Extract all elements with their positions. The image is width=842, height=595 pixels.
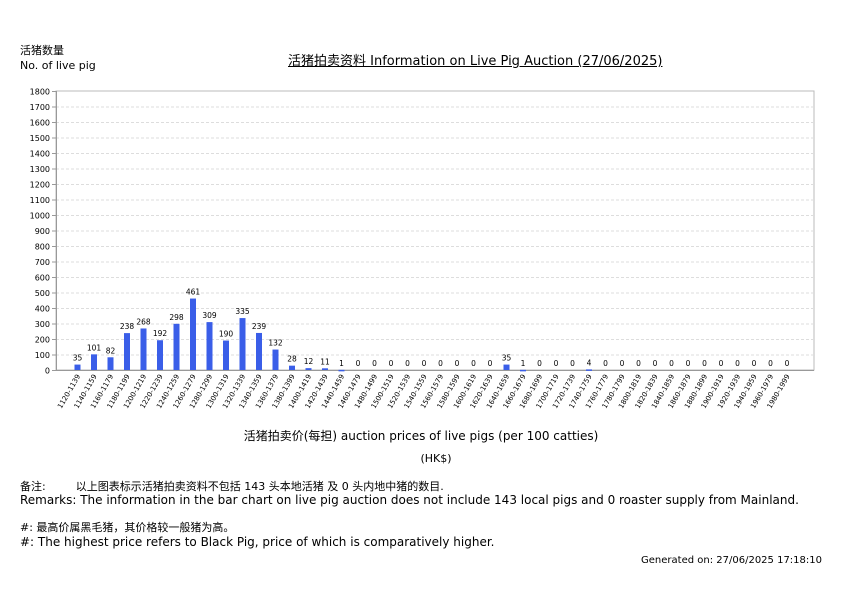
note-en: #: The highest price refers to Black Pig…	[20, 535, 495, 549]
y-tick-label: 1700	[30, 103, 50, 112]
bar-value-label: 0	[488, 359, 493, 368]
bar	[503, 364, 510, 370]
bar	[305, 368, 312, 370]
bar-value-label: 0	[752, 359, 757, 368]
bar	[124, 333, 130, 370]
bar-value-label: 0	[422, 359, 427, 368]
bar-value-label: 268	[136, 317, 151, 326]
y-tick-label: 600	[35, 274, 50, 283]
x-axis-label: 活猪拍卖价(每担) auction prices of live pigs (p…	[243, 429, 599, 443]
bar-chart: 0100200300400500600700800900100011001200…	[30, 88, 815, 410]
remarks-cn: 备注: 以上图表标示活猪拍卖资料不包括 143 头本地活猪 及 0 头内地中猪的数…	[20, 478, 444, 494]
y-tick-label: 1500	[30, 134, 50, 143]
y-tick-label: 1000	[30, 212, 50, 221]
bar-value-label: 335	[235, 307, 250, 316]
bar-value-label: 0	[570, 359, 575, 368]
bar	[223, 340, 229, 370]
y-tick-label: 800	[35, 243, 50, 252]
bar-value-label: 0	[554, 359, 559, 368]
bar	[173, 323, 180, 370]
bar-value-label: 0	[405, 359, 410, 368]
plot-area	[55, 90, 815, 371]
bar	[74, 364, 81, 370]
bar-value-label: 0	[603, 359, 608, 368]
bar	[289, 365, 295, 370]
bar-value-label: 0	[653, 359, 658, 368]
x-axis-unit: (HK$)	[420, 452, 452, 465]
bar-value-label: 0	[372, 359, 377, 368]
y-tick-label: 0	[45, 367, 50, 376]
y-tick-label: 700	[35, 258, 50, 267]
generated-timestamp: Generated on: 27/06/2025 17:18:10	[641, 555, 822, 566]
bar	[338, 369, 345, 372]
bar-value-label: 28	[287, 355, 297, 364]
bar-value-label: 192	[153, 329, 168, 338]
bar-value-label: 298	[169, 313, 184, 322]
bar	[272, 349, 279, 370]
bar-value-label: 239	[252, 322, 267, 331]
bar	[256, 332, 262, 370]
bar	[190, 298, 196, 370]
bar-value-label: 309	[202, 311, 217, 320]
bar-value-label: 0	[719, 359, 724, 368]
bar-value-label: 0	[686, 359, 691, 368]
bar-value-label: 82	[106, 346, 116, 355]
bar-value-label: 0	[785, 359, 790, 368]
remarks-cn-text: 以上图表标示活猪拍卖资料不包括 143 头本地活猪 及 0 头内地中猪的数目.	[75, 480, 444, 493]
y-tick-label: 400	[35, 305, 50, 314]
bar	[206, 322, 213, 370]
bar-value-label: 1	[339, 359, 344, 368]
bar-value-label: 0	[537, 359, 542, 368]
bar-value-label: 0	[702, 359, 707, 368]
bar-value-label: 190	[219, 330, 234, 339]
y-tick-label: 1600	[30, 119, 50, 128]
y-tick-label: 1200	[30, 181, 50, 190]
bar-value-label: 0	[438, 359, 443, 368]
bar-value-label: 0	[669, 359, 674, 368]
y-tick-label: 200	[35, 336, 50, 345]
bar-value-label: 0	[471, 359, 476, 368]
bar-value-label: 0	[735, 359, 740, 368]
bar-value-label: 238	[120, 322, 135, 331]
bar-value-label: 35	[73, 354, 83, 363]
bar-value-label: 4	[587, 358, 592, 367]
bar-value-label: 35	[502, 354, 512, 363]
bar	[107, 357, 114, 370]
bar-value-label: 0	[389, 359, 394, 368]
y-tick-label: 1800	[30, 88, 50, 97]
bar	[239, 318, 246, 370]
bar	[157, 340, 163, 370]
y-axis-label-en: No. of live pig	[20, 59, 96, 72]
bar-value-label: 0	[620, 359, 625, 368]
bar	[520, 369, 526, 372]
bar	[586, 369, 592, 371]
bar-value-label: 1	[521, 359, 526, 368]
bar-value-label: 132	[268, 339, 283, 348]
remarks-cn-label: 备注:	[20, 480, 46, 493]
chart-title: 活猪拍卖资料 Information on Live Pig Auction (…	[288, 54, 663, 69]
y-tick-label: 900	[35, 227, 50, 236]
remarks-en: Remarks: The information in the bar char…	[20, 493, 799, 507]
y-tick-label: 100	[35, 351, 50, 360]
bar	[322, 368, 328, 370]
y-tick-label: 1400	[30, 150, 50, 159]
bar	[140, 328, 147, 370]
y-tick-label: 1100	[30, 196, 50, 205]
bar-value-label: 11	[320, 357, 330, 366]
y-tick-label: 300	[35, 320, 50, 329]
note-cn: #: 最高价属黑毛猪，其价格较一般猪为高。	[20, 521, 235, 534]
bar-value-label: 0	[768, 359, 773, 368]
bar-value-label: 0	[636, 359, 641, 368]
bar	[91, 354, 97, 370]
bar-value-label: 12	[304, 357, 314, 366]
y-axis-label-cn: 活猪数量	[20, 44, 64, 57]
y-tick-label: 1300	[30, 165, 50, 174]
bar-value-label: 461	[186, 288, 201, 297]
y-tick-label: 500	[35, 289, 50, 298]
bar-value-label: 0	[455, 359, 460, 368]
bar-value-label: 101	[87, 343, 102, 352]
bar-value-label: 0	[356, 359, 361, 368]
